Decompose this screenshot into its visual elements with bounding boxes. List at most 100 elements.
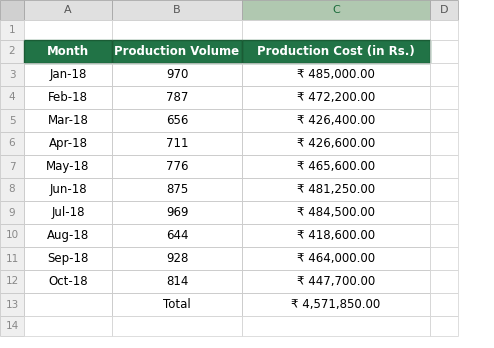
Text: 814: 814 bbox=[166, 275, 188, 288]
Text: 656: 656 bbox=[166, 114, 188, 127]
Bar bbox=[0, 316, 24, 336]
Bar bbox=[430, 20, 458, 40]
Text: 970: 970 bbox=[166, 68, 188, 81]
Bar bbox=[430, 316, 458, 336]
Text: D: D bbox=[440, 5, 448, 15]
Bar bbox=[112, 40, 242, 63]
Text: 13: 13 bbox=[5, 300, 19, 309]
Text: 711: 711 bbox=[166, 137, 188, 150]
Bar bbox=[430, 40, 458, 63]
Text: B: B bbox=[173, 5, 181, 15]
Bar bbox=[24, 201, 112, 224]
Text: ₹ 464,000.00: ₹ 464,000.00 bbox=[297, 252, 375, 265]
Bar bbox=[0, 155, 24, 178]
Text: 10: 10 bbox=[5, 230, 19, 240]
Bar bbox=[24, 40, 112, 63]
Text: 875: 875 bbox=[166, 183, 188, 196]
Bar bbox=[0, 201, 24, 224]
Text: ₹ 426,600.00: ₹ 426,600.00 bbox=[297, 137, 375, 150]
Text: Mar-18: Mar-18 bbox=[47, 114, 88, 127]
Text: ₹ 447,700.00: ₹ 447,700.00 bbox=[297, 275, 375, 288]
Text: A: A bbox=[64, 5, 72, 15]
Bar bbox=[112, 178, 242, 201]
Text: Total: Total bbox=[163, 298, 191, 311]
Text: Oct-18: Oct-18 bbox=[48, 275, 88, 288]
Bar bbox=[112, 0, 242, 20]
Bar bbox=[242, 63, 430, 86]
Text: 9: 9 bbox=[9, 207, 15, 218]
Text: 14: 14 bbox=[5, 321, 19, 331]
Text: 6: 6 bbox=[9, 139, 15, 149]
Bar bbox=[242, 109, 430, 132]
Bar bbox=[242, 293, 430, 316]
Text: Aug-18: Aug-18 bbox=[47, 229, 89, 242]
Bar bbox=[0, 270, 24, 293]
Bar bbox=[0, 132, 24, 155]
Bar bbox=[430, 132, 458, 155]
Bar bbox=[430, 63, 458, 86]
Bar bbox=[24, 270, 112, 293]
Bar bbox=[430, 293, 458, 316]
Bar bbox=[112, 132, 242, 155]
Bar bbox=[24, 86, 112, 109]
Text: ₹ 4,571,850.00: ₹ 4,571,850.00 bbox=[291, 298, 380, 311]
Bar bbox=[242, 40, 430, 63]
Bar bbox=[242, 86, 430, 109]
Text: Jul-18: Jul-18 bbox=[51, 206, 85, 219]
Bar bbox=[112, 86, 242, 109]
Bar bbox=[0, 178, 24, 201]
Text: 2: 2 bbox=[9, 47, 15, 56]
Bar bbox=[112, 20, 242, 40]
Text: Feb-18: Feb-18 bbox=[48, 91, 88, 104]
Text: 8: 8 bbox=[9, 184, 15, 195]
Bar bbox=[430, 178, 458, 201]
Text: 776: 776 bbox=[166, 160, 188, 173]
Bar bbox=[24, 224, 112, 247]
Text: Jan-18: Jan-18 bbox=[49, 68, 86, 81]
Text: 12: 12 bbox=[5, 277, 19, 286]
Text: C: C bbox=[332, 5, 340, 15]
Text: 787: 787 bbox=[166, 91, 188, 104]
Text: Apr-18: Apr-18 bbox=[48, 137, 87, 150]
Text: 3: 3 bbox=[9, 70, 15, 79]
Text: Jun-18: Jun-18 bbox=[49, 183, 87, 196]
Bar bbox=[24, 247, 112, 270]
Text: Month: Month bbox=[47, 45, 89, 58]
Text: Production Volume: Production Volume bbox=[115, 45, 240, 58]
Text: ₹ 465,600.00: ₹ 465,600.00 bbox=[297, 160, 375, 173]
Bar bbox=[430, 109, 458, 132]
Bar bbox=[0, 20, 24, 40]
Bar bbox=[112, 201, 242, 224]
Text: ₹ 484,500.00: ₹ 484,500.00 bbox=[297, 206, 375, 219]
Bar bbox=[24, 316, 112, 336]
Bar bbox=[0, 293, 24, 316]
Bar bbox=[430, 86, 458, 109]
Bar bbox=[242, 201, 430, 224]
Bar bbox=[242, 316, 430, 336]
Bar bbox=[242, 178, 430, 201]
Bar bbox=[24, 132, 112, 155]
Bar bbox=[0, 109, 24, 132]
Text: 1: 1 bbox=[9, 25, 15, 35]
Bar bbox=[430, 155, 458, 178]
Text: ₹ 485,000.00: ₹ 485,000.00 bbox=[297, 68, 375, 81]
Text: Sep-18: Sep-18 bbox=[47, 252, 89, 265]
Bar bbox=[112, 293, 242, 316]
Text: ₹ 418,600.00: ₹ 418,600.00 bbox=[297, 229, 375, 242]
Bar bbox=[112, 63, 242, 86]
Bar bbox=[112, 109, 242, 132]
Bar bbox=[242, 132, 430, 155]
Bar bbox=[242, 224, 430, 247]
Bar bbox=[242, 155, 430, 178]
Bar bbox=[430, 201, 458, 224]
Bar bbox=[0, 40, 24, 63]
Bar bbox=[24, 293, 112, 316]
Bar bbox=[112, 270, 242, 293]
Bar bbox=[430, 270, 458, 293]
Bar bbox=[242, 20, 430, 40]
Bar bbox=[0, 224, 24, 247]
Bar bbox=[24, 178, 112, 201]
Text: 4: 4 bbox=[9, 93, 15, 103]
Bar bbox=[242, 0, 430, 20]
Text: Production Cost (in Rs.): Production Cost (in Rs.) bbox=[257, 45, 415, 58]
